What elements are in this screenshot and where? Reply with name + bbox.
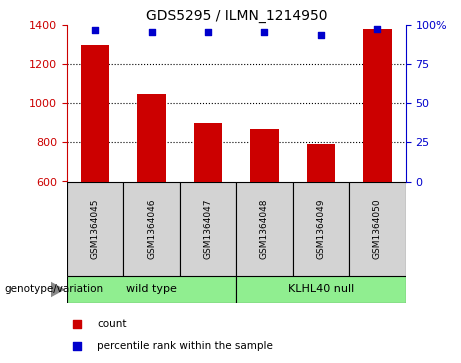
Title: GDS5295 / ILMN_1214950: GDS5295 / ILMN_1214950 (146, 9, 327, 23)
Point (91, 27, 99, 33)
Text: count: count (97, 319, 127, 329)
Bar (180, 182, 236, 276)
Text: KLHL40 null: KLHL40 null (288, 285, 354, 294)
Point (204, 29, 212, 34)
Bar (307, 144, 335, 182)
Bar (123, 182, 180, 276)
Text: GSM1364048: GSM1364048 (260, 199, 269, 259)
Point (148, 29, 155, 34)
Bar (194, 123, 222, 182)
Text: GSM1364047: GSM1364047 (203, 199, 213, 259)
Text: genotype/variation: genotype/variation (5, 285, 104, 294)
Text: percentile rank within the sample: percentile rank within the sample (97, 340, 273, 351)
Polygon shape (51, 282, 64, 297)
Point (73, 343, 81, 348)
Bar (67, 276, 236, 303)
Bar (363, 29, 391, 181)
Text: GSM1364050: GSM1364050 (373, 198, 382, 259)
Point (261, 29, 268, 34)
Text: GSM1364046: GSM1364046 (147, 199, 156, 259)
Bar (81, 45, 109, 182)
Point (73, 321, 81, 327)
Bar (250, 129, 278, 182)
Bar (137, 94, 165, 182)
Text: wild type: wild type (126, 285, 177, 294)
Bar (236, 182, 293, 276)
Bar (293, 182, 349, 276)
Point (317, 32, 325, 38)
Text: GSM1364045: GSM1364045 (90, 199, 100, 259)
Text: GSM1364049: GSM1364049 (316, 199, 325, 259)
Bar (349, 182, 406, 276)
Point (374, 26, 381, 32)
Bar (67, 182, 123, 276)
Bar (236, 276, 406, 303)
